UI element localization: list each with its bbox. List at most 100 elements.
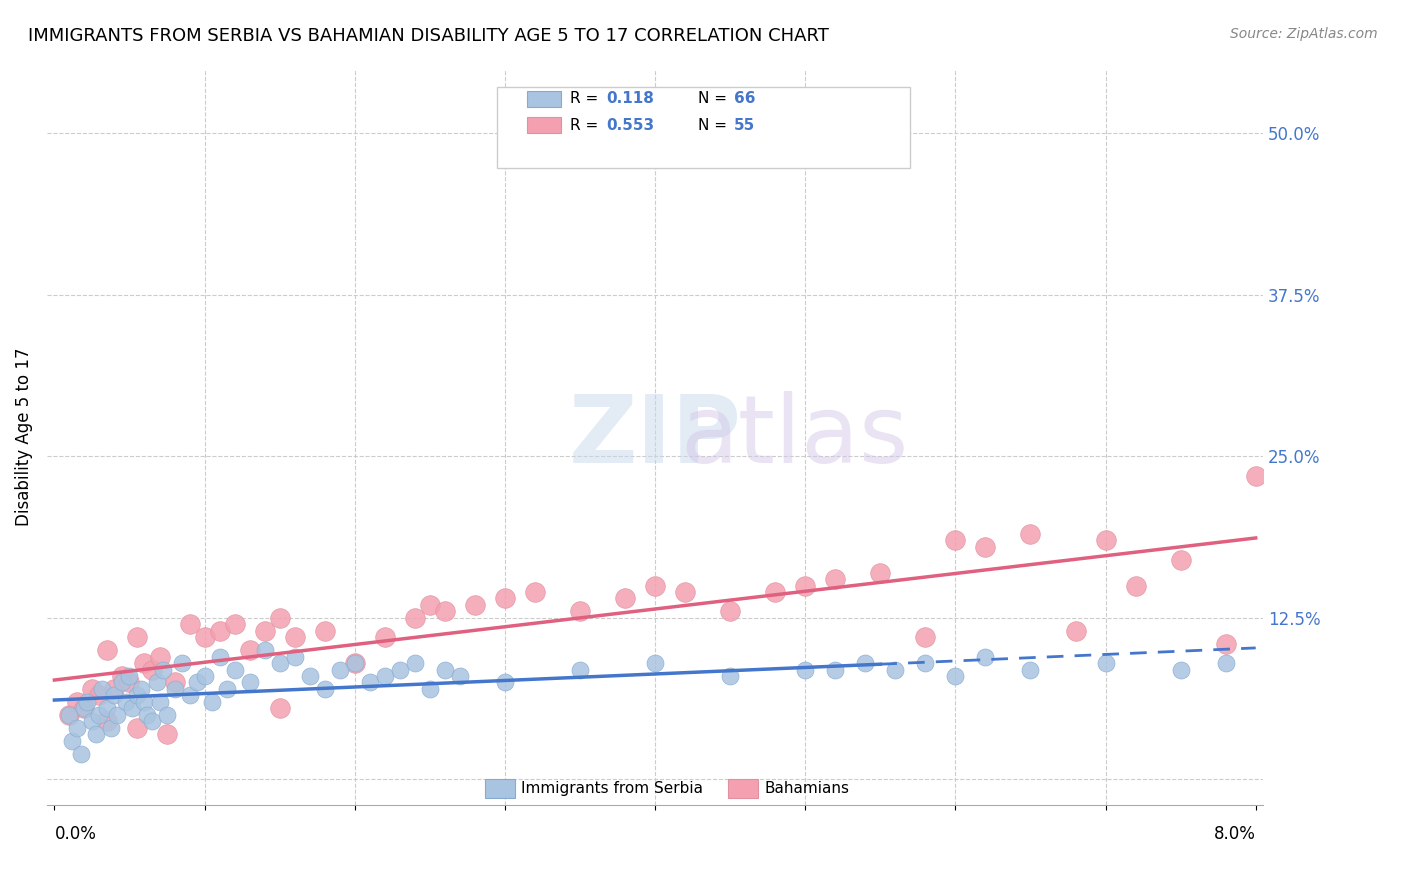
Point (284, 649, 307, 664)
Text: Immigrants from Serbia: Immigrants from Serbia (522, 781, 703, 797)
Point (131, 681, 153, 696)
Point (343, 656, 366, 670)
Point (66, 721, 89, 735)
Bar (527, 117, 561, 133)
Point (103, 681, 125, 696)
Point (58, 707, 80, 722)
Point (118, 675, 141, 690)
Text: 0.0%: 0.0% (55, 824, 96, 843)
Point (201, 695, 224, 709)
Point (148, 649, 170, 664)
Point (73, 701, 96, 715)
Point (193, 630, 215, 644)
Point (523, 585, 546, 599)
Point (217, 681, 239, 696)
Point (914, 656, 936, 670)
Point (152, 663, 174, 677)
Point (673, 585, 696, 599)
Point (1094, 533, 1116, 548)
Point (284, 630, 307, 644)
Point (66, 695, 89, 709)
Point (404, 611, 426, 625)
Point (269, 701, 291, 715)
Text: IMMIGRANTS FROM SERBIA VS BAHAMIAN DISABILITY AGE 5 TO 17 CORRELATION CHART: IMMIGRANTS FROM SERBIA VS BAHAMIAN DISAB… (28, 27, 830, 45)
Point (115, 695, 138, 709)
Point (103, 689, 125, 703)
Point (134, 656, 156, 670)
Point (433, 604, 456, 618)
Text: R =: R = (569, 91, 603, 106)
Bar (485, 780, 515, 797)
Point (718, 669, 741, 683)
Point (269, 611, 291, 625)
Point (170, 656, 193, 670)
Point (974, 649, 997, 664)
Point (824, 572, 846, 586)
Point (208, 624, 231, 638)
Point (58, 707, 80, 722)
Point (614, 591, 637, 606)
Point (193, 669, 215, 683)
Point (111, 669, 134, 683)
Point (76, 695, 98, 709)
Point (914, 630, 936, 644)
Point (148, 695, 170, 709)
Point (869, 566, 891, 580)
Point (644, 656, 666, 670)
Point (96, 643, 118, 657)
Text: 66: 66 (734, 91, 755, 106)
Point (343, 656, 366, 670)
Point (125, 630, 148, 644)
Text: N =: N = (697, 91, 731, 106)
Point (314, 624, 336, 638)
Point (433, 663, 456, 677)
Point (62, 733, 84, 747)
Point (80, 681, 103, 696)
Text: Source: ZipAtlas.com: Source: ZipAtlas.com (1230, 27, 1378, 41)
Point (329, 663, 352, 677)
Text: 8.0%: 8.0% (1213, 824, 1256, 843)
Point (419, 598, 441, 612)
Point (824, 663, 846, 677)
Point (374, 669, 396, 683)
Point (1170, 663, 1192, 677)
Point (86, 727, 108, 741)
Point (224, 663, 246, 677)
Point (179, 617, 201, 632)
Point (145, 675, 167, 690)
Point (1244, 468, 1267, 483)
Point (449, 669, 471, 683)
Point (763, 126, 786, 140)
Point (96, 701, 118, 715)
Point (568, 604, 591, 618)
Point (141, 714, 163, 729)
Text: Bahamians: Bahamians (765, 781, 849, 797)
Point (314, 681, 336, 696)
Point (419, 681, 441, 696)
Point (96, 714, 118, 729)
Text: R =: R = (569, 118, 603, 133)
Point (494, 675, 516, 690)
Point (91, 681, 114, 696)
Point (794, 578, 817, 592)
Point (853, 656, 876, 670)
Point (89, 689, 111, 703)
Point (374, 630, 396, 644)
Point (1215, 637, 1237, 651)
Point (1215, 656, 1237, 670)
Text: 0.118: 0.118 (606, 91, 654, 106)
Point (763, 585, 786, 599)
Point (1170, 552, 1192, 566)
Text: N =: N = (697, 118, 731, 133)
Point (464, 598, 486, 612)
Point (974, 540, 997, 554)
Point (100, 721, 122, 735)
Point (73, 701, 96, 715)
Point (568, 663, 591, 677)
Point (794, 663, 817, 677)
Text: ZIP: ZIP (568, 391, 741, 483)
Point (1019, 663, 1042, 677)
Bar (527, 91, 561, 107)
Point (118, 669, 141, 683)
Point (121, 701, 143, 715)
